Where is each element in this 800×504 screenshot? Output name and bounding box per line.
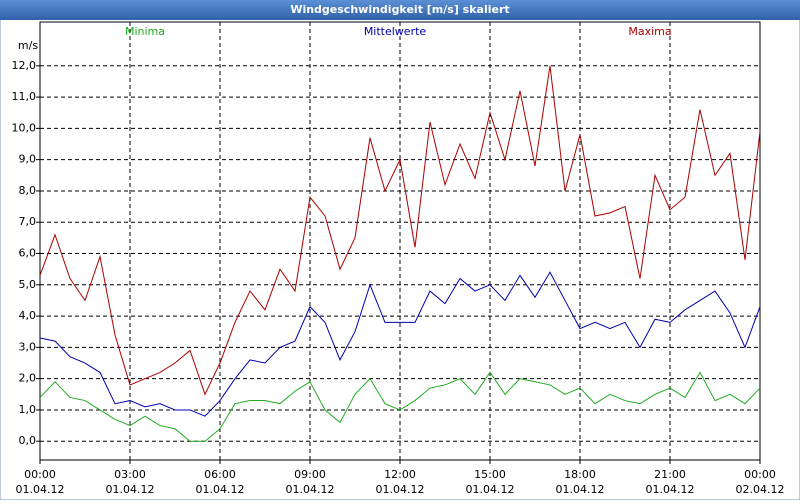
y-axis-label: m/s [18, 39, 38, 52]
x-tick-label: 21:00 01.04.12 [646, 468, 695, 496]
series-line [39, 65, 761, 396]
x-tick-label: 03:00 01.04.12 [106, 468, 155, 496]
y-tick-label: 7,0 [19, 215, 37, 228]
y-tick-label: 11,0 [12, 90, 37, 103]
x-tick-label: 06:00 01.04.12 [196, 468, 245, 496]
series-line [39, 271, 761, 417]
y-tick-label: 8,0 [19, 184, 37, 197]
y-tick-label: 5,0 [19, 278, 37, 291]
x-tick-label: 15:00 01.04.12 [466, 468, 515, 496]
x-tick-label: 12:00 01.04.12 [376, 468, 425, 496]
x-tick-label: 18:00 01.04.12 [556, 468, 605, 496]
y-tick-label: 10,0 [12, 121, 37, 134]
series-line [39, 371, 761, 442]
legend-entry: Minima [125, 25, 165, 38]
chart-title: Windgeschwindigkeit [m/s] skaliert [290, 3, 509, 16]
x-tick-label: 00:00 01.04.12 [16, 468, 65, 496]
y-tick-label: 3,0 [19, 340, 37, 353]
y-tick-label: 12,0 [12, 59, 37, 72]
y-tick-label: 4,0 [19, 309, 37, 322]
legend-entry: Mittelwerte [364, 25, 427, 38]
x-tick-label: 00:00 02.04.12 [736, 468, 785, 496]
y-tick-label: 6,0 [19, 247, 37, 260]
y-tick-label: 2,0 [19, 372, 37, 385]
title-bar [0, 0, 800, 20]
y-tick-label: 9,0 [19, 153, 37, 166]
x-tick-label: 09:00 01.04.12 [286, 468, 335, 496]
y-tick-label: 0,0 [19, 434, 37, 447]
legend-entry: Maxima [628, 25, 671, 38]
y-tick-label: 1,0 [19, 403, 37, 416]
